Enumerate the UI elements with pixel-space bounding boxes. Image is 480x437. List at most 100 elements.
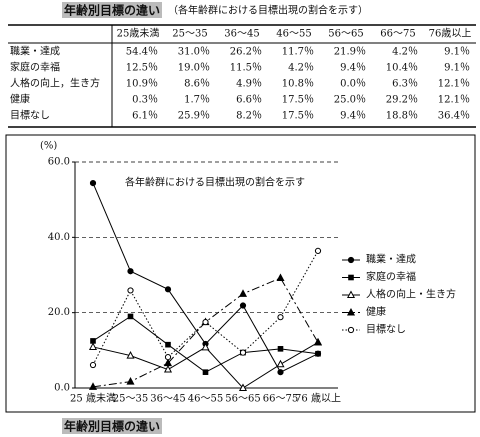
- legend-label: 人格の向上・生き方: [366, 288, 456, 301]
- caption-bg: [62, 418, 162, 434]
- point: [238, 289, 248, 297]
- column-header: 25～35: [172, 29, 207, 40]
- cell: 8.2％: [236, 111, 262, 122]
- cell: 25.9％: [178, 111, 210, 122]
- legend-marker: [348, 274, 354, 281]
- point: [164, 354, 172, 361]
- point: [163, 364, 173, 373]
- point: [276, 359, 285, 368]
- x-tick-label: 56～65: [225, 394, 260, 405]
- cell: 9.1％: [444, 63, 470, 74]
- row-label: 職業・達成: [10, 45, 60, 58]
- column-header: 76歳以上: [429, 28, 472, 40]
- point: [127, 268, 134, 275]
- title: 年齢別目標の違い: [64, 3, 160, 18]
- y-label: (%): [40, 141, 57, 152]
- cell: 8.6％: [184, 79, 210, 90]
- cell: 9.1％: [444, 47, 470, 58]
- legend-label: 家庭の幸福: [366, 270, 416, 283]
- legend-label: 職業・達成: [366, 253, 416, 266]
- legend-marker: [346, 290, 356, 298]
- y-tick-label: 40.0: [48, 232, 70, 243]
- row-label: 健康: [10, 93, 30, 106]
- column-header: 46～55: [276, 29, 311, 40]
- point: [277, 314, 284, 321]
- cell: 10.8％: [282, 79, 314, 90]
- point: [90, 338, 96, 344]
- point: [89, 179, 97, 187]
- cell: 9.4％: [340, 63, 366, 74]
- cell: 17.5％: [282, 111, 314, 122]
- cell: 4.2％: [288, 63, 314, 74]
- chart-title: 各年齢群における目標出現の割合を示す: [125, 176, 305, 189]
- x-tick-label: 25～35: [113, 394, 148, 405]
- point: [89, 361, 97, 369]
- cell: 29.2％: [386, 95, 418, 106]
- cell: 11.5％: [230, 63, 262, 74]
- legend-marker: [347, 256, 355, 264]
- point: [202, 369, 209, 375]
- cell: 21.9％: [334, 47, 366, 58]
- x-tick-label: 46～55: [188, 394, 223, 405]
- point: [88, 382, 98, 390]
- cell: 6.1％: [132, 111, 158, 122]
- title-bg: [62, 2, 162, 18]
- point: [314, 247, 322, 254]
- cell: 19.0％: [178, 63, 210, 74]
- point: [126, 377, 135, 385]
- cell: 4.2％: [392, 47, 418, 58]
- cell: 6.3％: [392, 79, 418, 90]
- cell: 0.3％: [132, 95, 158, 106]
- point: [165, 341, 171, 348]
- caption: 年齢別目標の違い: [64, 419, 160, 434]
- x-tick-label: 66～75: [263, 394, 298, 405]
- x-tick-label: 76 歳以上: [295, 393, 341, 405]
- cell: 12.1％: [438, 79, 470, 90]
- cell: 1.7％: [184, 95, 210, 106]
- chart-frame: [5, 134, 476, 413]
- y-tick-label: 20.0: [48, 307, 70, 318]
- row-label: 人格の向上，生き方: [10, 77, 100, 90]
- point: [164, 286, 172, 293]
- cell: 11.7％: [282, 47, 314, 58]
- row-label: 目標なし: [10, 109, 50, 122]
- column-header: 56～65: [328, 29, 363, 40]
- cell: 36.4％: [438, 111, 470, 122]
- cell: 6.6％: [236, 95, 262, 106]
- subtitle: （各年齢群における目標出現の割合を示す）: [168, 4, 368, 17]
- y-tick-label: 0.0: [54, 383, 70, 394]
- point: [126, 351, 135, 359]
- column-header: 66～75: [380, 29, 415, 40]
- point: [238, 383, 248, 391]
- point: [276, 273, 285, 282]
- point: [201, 342, 210, 351]
- point: [277, 369, 284, 376]
- cell: 0.0％: [340, 79, 366, 90]
- cell: 26.2％: [230, 47, 262, 58]
- cell: 10.9％: [126, 79, 158, 90]
- point: [127, 287, 134, 294]
- legend-marker: [347, 326, 355, 334]
- y-tick-label: 60.0: [48, 157, 70, 168]
- legend-marker: [346, 307, 356, 316]
- column-header: 36～45: [224, 29, 259, 40]
- cell: 12.1％: [438, 95, 470, 106]
- point: [202, 318, 209, 326]
- cell: 10.4％: [386, 63, 418, 74]
- point: [239, 302, 247, 309]
- cell: 4.9％: [236, 79, 262, 90]
- column-header: 25歳未満: [117, 28, 160, 40]
- cell: 17.5％: [282, 95, 314, 106]
- row-label: 家庭の幸福: [10, 61, 60, 74]
- cell: 54.4％: [126, 47, 158, 58]
- cell: 12.5％: [126, 63, 158, 74]
- cell: 18.8％: [386, 111, 418, 122]
- point: [315, 350, 321, 357]
- point: [127, 313, 134, 320]
- cell: 9.4％: [340, 111, 366, 122]
- legend-label: 健康: [366, 305, 386, 318]
- cell: 25.0％: [334, 95, 366, 106]
- x-tick-label: 25 歳未満: [70, 393, 116, 405]
